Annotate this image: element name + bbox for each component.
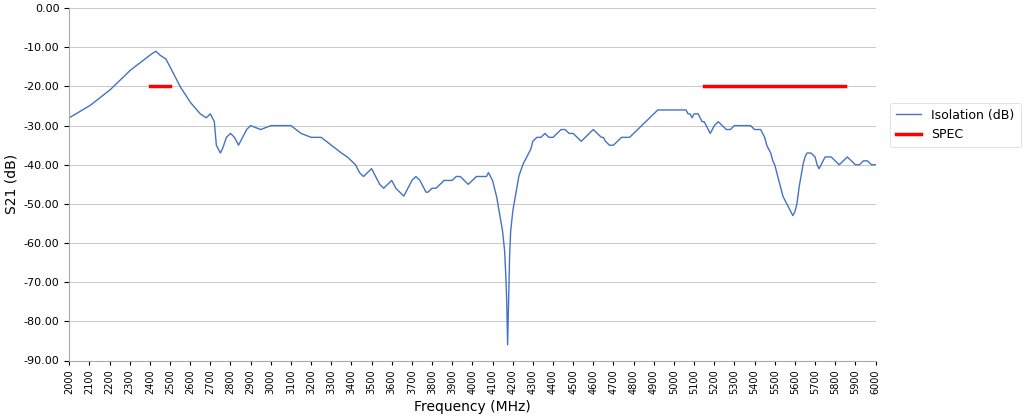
Isolation (dB): [150, 49, 162, 54]
Isolation (dB): [415, 181, 427, 186]
SPEC: [143, 84, 156, 89]
Isolation (dB): [177, 88, 189, 93]
Legend: Isolation (dB), SPEC: Isolation (dB), SPEC: [890, 102, 1021, 147]
SPEC: [164, 84, 176, 89]
Isolation (dB): [469, 176, 481, 181]
Isolation (dB): [612, 138, 625, 143]
Y-axis label: S21 (dB): S21 (dB): [4, 154, 18, 214]
Isolation (dB): [407, 177, 419, 182]
Isolation (dB): [223, 132, 236, 137]
Isolation (dB): [502, 342, 514, 347]
Line: Isolation (dB): Isolation (dB): [70, 51, 876, 345]
Isolation (dB): [63, 115, 76, 120]
Isolation (dB): [869, 162, 882, 167]
X-axis label: Frequency (MHz): Frequency (MHz): [414, 400, 530, 414]
